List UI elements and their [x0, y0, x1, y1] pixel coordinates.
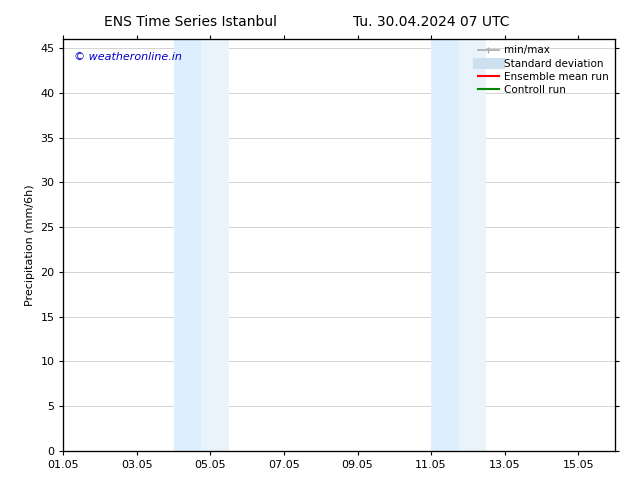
Text: ENS Time Series Istanbul: ENS Time Series Istanbul	[104, 15, 276, 29]
Y-axis label: Precipitation (mm/6h): Precipitation (mm/6h)	[25, 184, 35, 306]
Text: Tu. 30.04.2024 07 UTC: Tu. 30.04.2024 07 UTC	[353, 15, 509, 29]
Bar	[174, 39, 202, 451]
Text: © weatheronline.in: © weatheronline.in	[74, 51, 183, 62]
Bar	[431, 39, 459, 451]
Legend: min/max, Standard deviation, Ensemble mean run, Controll run: min/max, Standard deviation, Ensemble me…	[474, 41, 613, 99]
Bar	[459, 39, 486, 451]
Bar	[202, 39, 229, 451]
